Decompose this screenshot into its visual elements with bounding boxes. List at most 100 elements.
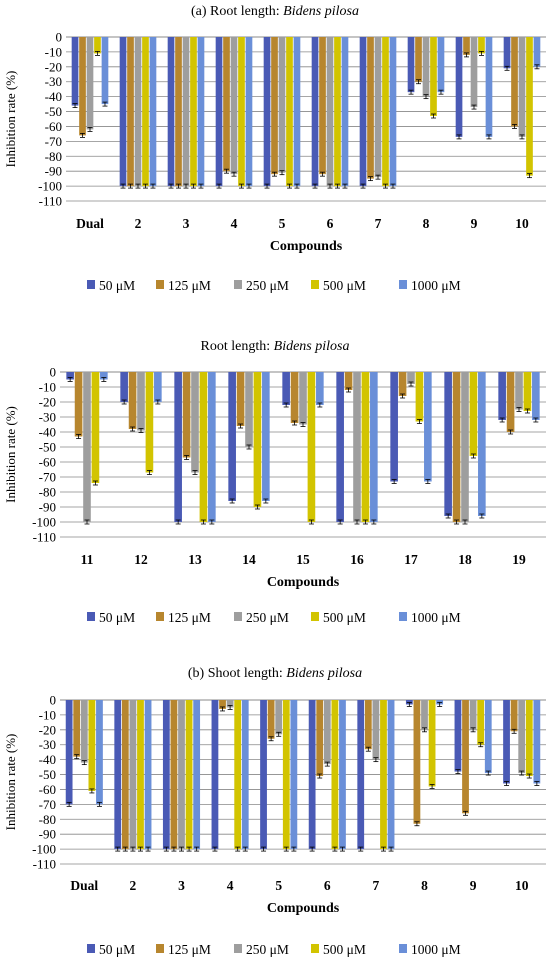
- bar-6-0: [308, 700, 316, 850]
- legend-label: 500 μM: [323, 610, 366, 625]
- bar-7-2: [374, 37, 382, 178]
- x-category-label: 10: [515, 216, 529, 231]
- bar-2-1: [127, 37, 134, 187]
- legend-label: 50 μM: [99, 610, 135, 625]
- bar-7-0: [357, 700, 365, 850]
- bar-Dual-4: [96, 700, 103, 805]
- x-category-label: 2: [135, 216, 142, 231]
- y-axis-label: Inhibition rate (%): [3, 406, 18, 503]
- bar-3-2: [182, 37, 190, 187]
- y-tick-label: 0: [50, 365, 57, 380]
- bar-11-1: [74, 372, 83, 437]
- legend-swatch: [87, 280, 95, 289]
- bar-12-4: [154, 372, 162, 402]
- y-tick-label: -90: [39, 827, 56, 842]
- chart-title-species: Bidens pilosa: [286, 666, 362, 681]
- x-category-label: 17: [404, 552, 418, 567]
- bar-5-4: [293, 37, 301, 187]
- y-tick-label: -80: [45, 149, 62, 164]
- x-category-label: 13: [188, 552, 202, 567]
- x-category-label: 15: [296, 552, 310, 567]
- bar-8-1: [413, 700, 421, 824]
- bar-6-3: [334, 37, 341, 187]
- bar-4-1: [223, 37, 230, 172]
- chart-title-species: Bidens pilosa: [283, 4, 359, 19]
- y-tick-label: -20: [39, 722, 56, 737]
- legend-label: 500 μM: [323, 278, 366, 293]
- bar-5-2: [275, 700, 283, 735]
- bar-6-3: [331, 700, 339, 850]
- x-category-label: 4: [231, 216, 238, 231]
- bar-12-3: [145, 372, 154, 473]
- legend-swatch: [399, 612, 407, 621]
- bar-18-4: [478, 372, 486, 516]
- x-category-label: 6: [324, 878, 331, 893]
- chart-title-prefix: Root length:: [201, 339, 274, 354]
- bar-3-1: [170, 700, 178, 850]
- legend-swatch: [399, 280, 407, 289]
- legend-label: 125 μM: [168, 942, 211, 957]
- legend-swatch: [234, 944, 242, 953]
- bar-14-3: [253, 372, 262, 507]
- y-tick-label: -50: [39, 767, 56, 782]
- y-tick-label: -100: [32, 515, 56, 530]
- bar-4-0: [215, 37, 223, 187]
- bar-19-2: [515, 372, 523, 410]
- bar-6-0: [311, 37, 319, 187]
- bar-2-3: [137, 700, 144, 850]
- legend-label: 1000 μM: [411, 942, 461, 957]
- y-tick-label: -80: [39, 485, 56, 500]
- legend-label: 500 μM: [323, 942, 366, 957]
- legend-swatch: [311, 612, 319, 621]
- bar-6-2: [323, 700, 331, 765]
- bar-8-3: [430, 37, 437, 117]
- bar-3-0: [167, 37, 175, 187]
- legend-label: 250 μM: [246, 942, 289, 957]
- bar-8-0: [407, 37, 415, 93]
- y-tick-label: 0: [56, 30, 63, 45]
- x-category-label: 8: [423, 216, 430, 231]
- legend-label: 1000 μM: [411, 610, 461, 625]
- y-tick-label: -60: [39, 782, 56, 797]
- x-category-label: 9: [470, 878, 477, 893]
- legend-label: 50 μM: [99, 942, 135, 957]
- bar-Dual-1: [79, 37, 86, 136]
- y-tick-label: -30: [45, 74, 62, 89]
- bar-2-3: [142, 37, 149, 187]
- bar-11-0: [66, 372, 74, 380]
- bar-10-3: [526, 37, 533, 176]
- bar-10-2: [518, 37, 526, 137]
- y-tick-label: -10: [45, 44, 62, 59]
- legend-label: 125 μM: [168, 278, 211, 293]
- y-tick-label: -20: [39, 395, 56, 410]
- bar-Dual-0: [65, 700, 73, 805]
- bar-18-0: [444, 372, 452, 516]
- bar-13-1: [182, 372, 191, 458]
- x-category-label: 3: [178, 878, 185, 893]
- y-axis-label: Inhibition rate (%): [3, 71, 18, 168]
- legend-swatch: [234, 280, 242, 289]
- bar-5-1: [271, 37, 278, 175]
- bar-Dual-4: [101, 37, 109, 105]
- bar-6-1: [316, 700, 324, 777]
- bar-17-3: [415, 372, 424, 422]
- y-tick-label: 0: [50, 693, 57, 708]
- y-tick-label: -10: [39, 380, 56, 395]
- y-tick-label: -90: [39, 500, 56, 515]
- bar-5-1: [267, 700, 275, 739]
- bar-13-3: [199, 372, 208, 522]
- x-category-label: 7: [375, 216, 382, 231]
- bar-12-2: [137, 372, 145, 431]
- bar-15-3: [307, 372, 316, 522]
- x-category-label: 10: [515, 878, 529, 893]
- legend-label: 125 μM: [168, 610, 211, 625]
- legend-swatch: [87, 944, 95, 953]
- bar-12-0: [120, 372, 128, 402]
- bar-8-3: [428, 700, 436, 787]
- bar-13-4: [208, 372, 216, 522]
- y-axis-label: Inhibition rate (%): [3, 734, 18, 831]
- bar-3-3: [185, 700, 193, 850]
- bar-17-0: [390, 372, 398, 482]
- y-tick-label: -80: [39, 812, 56, 827]
- bar-Dual-1: [73, 700, 81, 757]
